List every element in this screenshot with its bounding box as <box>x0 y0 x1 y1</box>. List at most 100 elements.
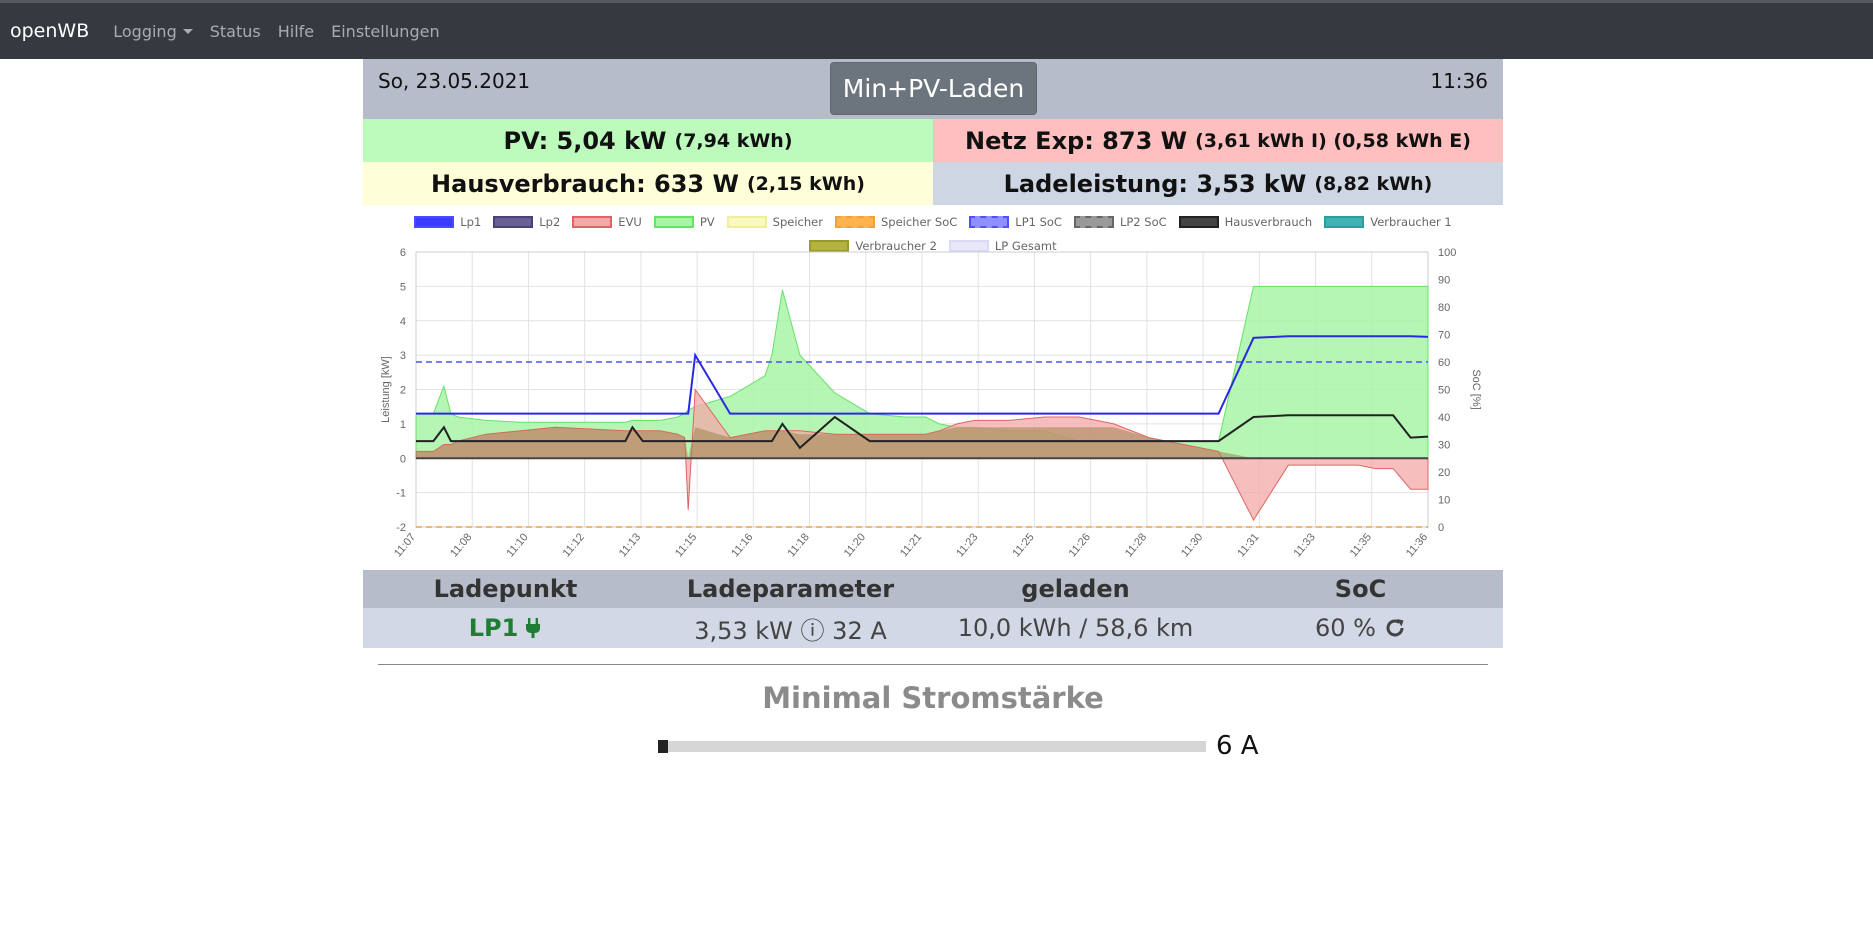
x-tick-label: 11:30 <box>1179 531 1205 559</box>
house-power: Hausverbrauch: 633 W <box>431 169 739 198</box>
legend-item-2[interactable]: EVU <box>572 211 642 233</box>
legend-label: EVU <box>618 215 642 229</box>
legend-label: Lp2 <box>539 215 561 229</box>
x-tick-label: 11:12 <box>561 531 587 559</box>
legend-swatch <box>1324 216 1365 228</box>
legend-item-4[interactable]: Speicher <box>726 211 823 233</box>
min-current-value: 6 A <box>1216 731 1259 761</box>
pv-power: PV: 5,04 kW <box>503 126 667 155</box>
plug-icon <box>526 618 541 638</box>
lp1-name: LP1 <box>468 614 519 642</box>
y2-tick-label: 30 <box>1438 440 1450 452</box>
x-tick-label: 11:36 <box>1404 531 1430 559</box>
legend-label: Verbraucher 2 <box>855 239 937 253</box>
navbar: openWB Logging Status Hilfe Einstellunge… <box>0 0 1873 59</box>
legend-item-3[interactable]: PV <box>653 211 715 233</box>
series-lp1-line <box>416 335 1429 415</box>
legend-item-9[interactable]: Verbraucher 1 <box>1324 211 1452 233</box>
grid-energy: (3,61 kWh I) (0,58 kWh E) <box>1195 129 1471 152</box>
x-tick-label: 11:07 <box>392 531 418 559</box>
legend-label: PV <box>699 215 715 229</box>
x-tick-label: 11:16 <box>729 531 755 559</box>
legend-swatch <box>809 240 850 252</box>
legend-item-1[interactable]: Lp2 <box>493 211 560 233</box>
y2-tick-label: 20 <box>1438 467 1450 479</box>
y2-tick-label: 10 <box>1438 495 1450 507</box>
charge-table-row[interactable]: LP1 3,53 kW ⓘ 32 A 10,0 kWh / 58,6 km 60… <box>363 608 1503 648</box>
charge-params: 3,53 kW ⓘ 32 A <box>694 616 887 645</box>
nav-logging[interactable]: Logging <box>113 21 193 41</box>
y-tick-label: 2 <box>400 385 406 397</box>
legend-label: Speicher SoC <box>880 215 958 229</box>
legend-swatch <box>969 216 1010 228</box>
brand-link[interactable]: openWB <box>10 20 90 42</box>
nav-einstellungen[interactable]: Einstellungen <box>331 21 440 41</box>
refresh-icon[interactable] <box>1384 617 1406 639</box>
legend-item-6[interactable]: LP1 SoC <box>969 211 1062 233</box>
lp1-cell[interactable]: LP1 <box>363 608 648 648</box>
y2-tick-label: 60 <box>1438 357 1450 369</box>
y2-tick-label: 40 <box>1438 412 1450 424</box>
legend-swatch <box>1073 216 1114 228</box>
charge-mode-button[interactable]: Min+PV-Laden <box>830 62 1037 115</box>
y2-tick-label: 50 <box>1438 385 1450 397</box>
min-current-slider-wrap: 6 A <box>658 731 1259 761</box>
y-tick-label: 3 <box>400 350 406 362</box>
legend-swatch <box>834 216 875 228</box>
y2-axis-label: SoC [%] <box>1470 369 1482 409</box>
legend-label: LP Gesamt <box>994 239 1057 253</box>
x-tick-label: 11:33 <box>1291 531 1317 559</box>
legend-swatch <box>414 216 455 228</box>
legend-label: Hausverbrauch <box>1224 215 1313 229</box>
legend-swatch <box>1178 216 1219 228</box>
y-axis-label: Leistung [kW] <box>380 356 392 423</box>
x-tick-label: 11:08 <box>448 531 474 559</box>
summary-row-2: Hausverbrauch: 633 W (2,15 kWh) Ladeleis… <box>363 162 1503 205</box>
time-label: 11:36 <box>1430 69 1488 93</box>
main-container: So, 23.05.2021 Min+PV-Laden 11:36 PV: 5,… <box>363 59 1503 761</box>
x-tick-label: 11:13 <box>617 531 643 559</box>
y2-tick-label: 70 <box>1438 330 1450 342</box>
caret-down-icon <box>182 28 193 34</box>
header-ladeparameter: Ladeparameter <box>686 575 895 603</box>
legend-item-10[interactable]: Verbraucher 2 <box>809 235 937 257</box>
house-energy: (2,15 kWh) <box>746 172 865 195</box>
y2-tick-label: 100 <box>1438 247 1456 259</box>
y2-tick-label: 90 <box>1438 275 1450 287</box>
x-tick-label: 11:15 <box>673 531 699 559</box>
legend-item-0[interactable]: Lp1 <box>414 211 481 233</box>
x-tick-label: 11:18 <box>785 531 811 559</box>
legend-label: Verbraucher 1 <box>1370 215 1452 229</box>
nav-status[interactable]: Status <box>209 21 261 41</box>
power-chart: Lp1 Lp2 EVU PV Speicher Speicher SoC LP1 SoC LP… <box>363 205 1503 570</box>
legend-label: Lp1 <box>460 215 482 229</box>
x-tick-label: 11:31 <box>1235 531 1261 559</box>
legend-swatch <box>572 216 613 228</box>
slider-handle[interactable] <box>658 739 668 753</box>
nav-logging-label: Logging <box>113 21 177 41</box>
pv-energy: (7,94 kWh) <box>674 129 793 152</box>
y-tick-label: -2 <box>396 522 406 534</box>
x-tick-label: 11:28 <box>1123 531 1149 559</box>
soc-cell: 60 % <box>1218 608 1503 648</box>
legend-label: LP2 SoC <box>1119 215 1167 229</box>
legend-item-8[interactable]: Hausverbrauch <box>1178 211 1313 233</box>
legend-item-7[interactable]: LP2 SoC <box>1073 211 1167 233</box>
chart-legend: Lp1 Lp2 EVU PV Speicher Speicher SoC LP1 SoC LP… <box>363 211 1503 259</box>
legend-item-5[interactable]: Speicher SoC <box>834 211 958 233</box>
y-tick-label: 0 <box>400 453 406 465</box>
pv-summary: PV: 5,04 kW (7,94 kWh) <box>363 119 933 162</box>
x-tick-label: 11:26 <box>1067 531 1093 559</box>
nav-hilfe[interactable]: Hilfe <box>277 21 315 41</box>
charged-amount: 10,0 kWh / 58,6 km <box>957 614 1194 642</box>
grid-power: Netz Exp: 873 W <box>965 126 1188 155</box>
min-current-slider[interactable] <box>658 739 1206 753</box>
legend-swatch <box>493 216 534 228</box>
x-tick-label: 11:23 <box>954 531 980 559</box>
x-tick-label: 11:21 <box>898 531 924 559</box>
date-label: So, 23.05.2021 <box>378 69 531 93</box>
legend-label: Speicher <box>772 215 823 229</box>
legend-item-11[interactable]: LP Gesamt <box>948 235 1057 257</box>
charge-energy: (8,82 kWh) <box>1314 172 1433 195</box>
